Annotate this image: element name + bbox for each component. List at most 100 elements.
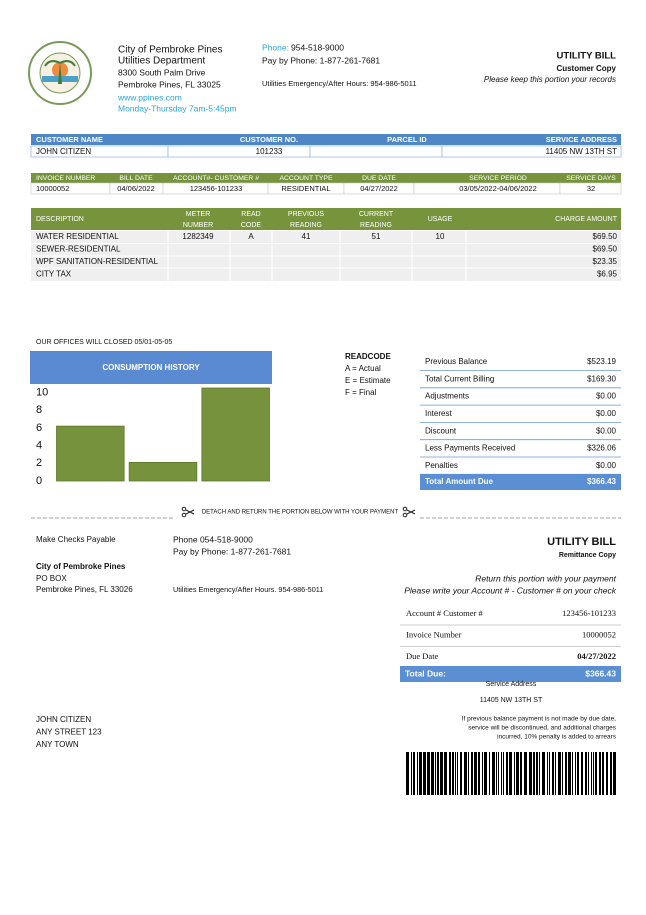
table-header: [31, 208, 621, 230]
cell-text: 32: [587, 184, 595, 193]
emergency: Utilities Emergency/After Hours: 954-986…: [262, 79, 417, 88]
make-checks: Make Checks Payable: [36, 535, 116, 544]
payee: City of Pembroke Pines: [36, 562, 126, 571]
emergency: Utilities Emergency/After Hours. 954-986…: [173, 585, 323, 594]
y-tick-label: 6: [36, 422, 42, 434]
website: www.ppines.com: [117, 92, 182, 102]
y-tick-label: 2: [36, 457, 42, 469]
cell-text: $6.95: [597, 270, 618, 279]
summary-label: Discount: [425, 426, 457, 435]
cell-text: $23.35: [593, 257, 618, 266]
address: Pembroke Pines, FL 33025: [118, 79, 221, 89]
po-box: PO BOX: [36, 574, 67, 583]
cell-text: 10000052: [36, 184, 69, 193]
column-header: INVOICE NUMBER: [36, 175, 95, 182]
doc-title: UTILITY BILL: [557, 51, 617, 62]
summary-label: Adjustments: [425, 392, 469, 401]
cell-text: 1282349: [182, 232, 214, 241]
cell-text: 04/27/2022: [360, 184, 398, 193]
readcode-item: F = Final: [345, 388, 377, 397]
cell-text: WPF SANITATION-RESIDENTIAL: [36, 257, 158, 266]
column-header: BILL DATE: [119, 175, 153, 182]
column-header: NUMBER: [183, 222, 213, 229]
bar: [56, 425, 125, 482]
summary-value: $0.00: [596, 409, 617, 418]
penalty-note: If previous balance payment is not made …: [462, 716, 616, 723]
remit-label: Invoice Number: [406, 629, 462, 639]
column-header: DUE DATE: [362, 175, 396, 182]
customer-address: ANY STREET 123: [36, 728, 102, 737]
service-address: 11405 NW 13TH ST: [480, 697, 543, 704]
column-header: CUSTOMER NAME: [36, 135, 103, 144]
total-label: Total Due:: [405, 668, 446, 678]
copy-label: Customer Copy: [556, 64, 616, 73]
cell-text: RESIDENTIAL: [281, 184, 330, 193]
cell-text: 11405 NW 13TH ST: [546, 147, 618, 156]
column-header: SERVICE DAYS: [566, 175, 616, 182]
summary-label: Penalties: [425, 461, 458, 470]
column-header: CURRENT: [359, 211, 394, 218]
cell-text: 101233: [256, 147, 283, 156]
address: 8300 South Palm Drive: [118, 67, 206, 77]
summary-value: $0.00: [596, 392, 617, 401]
total-value: $366.43: [587, 477, 616, 486]
cell-text: 123456-101233: [190, 184, 243, 193]
penalty-note: incurred, 10% penalty is added to arrear…: [497, 734, 617, 741]
bar: [201, 387, 270, 482]
summary-value: $326.06: [587, 444, 616, 453]
summary-value: $523.19: [587, 357, 616, 366]
total-label: Total Amount Due: [425, 477, 494, 486]
bar: [128, 461, 198, 482]
summary-label: Less Payments Received: [425, 444, 515, 453]
keep-note: Please keep this portion your records: [484, 75, 616, 84]
cell: [309, 145, 443, 158]
y-tick-label: 10: [36, 386, 48, 398]
phone: Phone 054-518-9000: [173, 534, 253, 544]
pay-phone: Pay by Phone: 1-877-261-7681: [173, 546, 291, 556]
cell-text: $69.50: [593, 232, 618, 241]
notice: OUR OFFICES WILL CLOSED 05/01-05-05: [36, 339, 172, 346]
y-tick-label: 0: [36, 475, 42, 487]
customer-address: JOHN CITIZEN: [36, 715, 91, 724]
summary-value: $0.00: [596, 461, 617, 470]
cell-text: 04/06/2022: [117, 184, 155, 193]
column-header: CUSTOMER NO.: [240, 135, 298, 144]
column-header: READING: [360, 222, 392, 229]
table-header: [31, 134, 621, 145]
cell-text: 51: [372, 232, 381, 241]
cell-text: A: [248, 232, 254, 241]
summary-label: Total Current Billing: [425, 374, 494, 383]
scissors: [402, 506, 416, 518]
total-row: [400, 666, 621, 682]
chart-title-box: [30, 351, 272, 384]
column-header: ACCOUNT TYPE: [279, 175, 332, 182]
column-header: PREVIOUS: [288, 211, 325, 218]
service-address-label: Service Address: [486, 681, 537, 688]
barcode: [406, 752, 616, 795]
org-name: City of Pembroke Pines: [118, 45, 223, 56]
readcode-item: E = Estimate: [345, 376, 391, 385]
column-header: METER: [186, 211, 211, 218]
y-tick-label: 8: [36, 404, 42, 416]
dept: Utilities Department: [118, 56, 205, 67]
remit-value: 123456-101233: [562, 608, 616, 618]
table-header: [31, 173, 621, 183]
cell-text: CITY TAX: [36, 270, 72, 279]
return-note: Return this portion with your payment: [475, 573, 616, 583]
summary-value: $0.00: [596, 426, 617, 435]
remit-label: Due Date: [406, 651, 439, 661]
readcode-item: A = Actual: [345, 364, 381, 373]
summary-label: Interest: [425, 409, 452, 418]
customer-address: ANY TOWN: [36, 740, 79, 749]
scissors: [181, 506, 195, 518]
cell-text: 41: [302, 232, 311, 241]
column-header: SERVICE ADDRESS: [546, 135, 617, 144]
column-header: ACCOUNT#- CUSTOMER #: [173, 175, 259, 182]
summary-label: Previous Balance: [425, 357, 488, 366]
column-header: SERVICE PERIOD: [469, 175, 527, 182]
phone-label: Phone:: [262, 42, 289, 52]
column-header: READ: [241, 211, 260, 218]
cell-text: 10: [436, 232, 445, 241]
penalty-note: service will be discontinued, and additi…: [468, 725, 617, 732]
